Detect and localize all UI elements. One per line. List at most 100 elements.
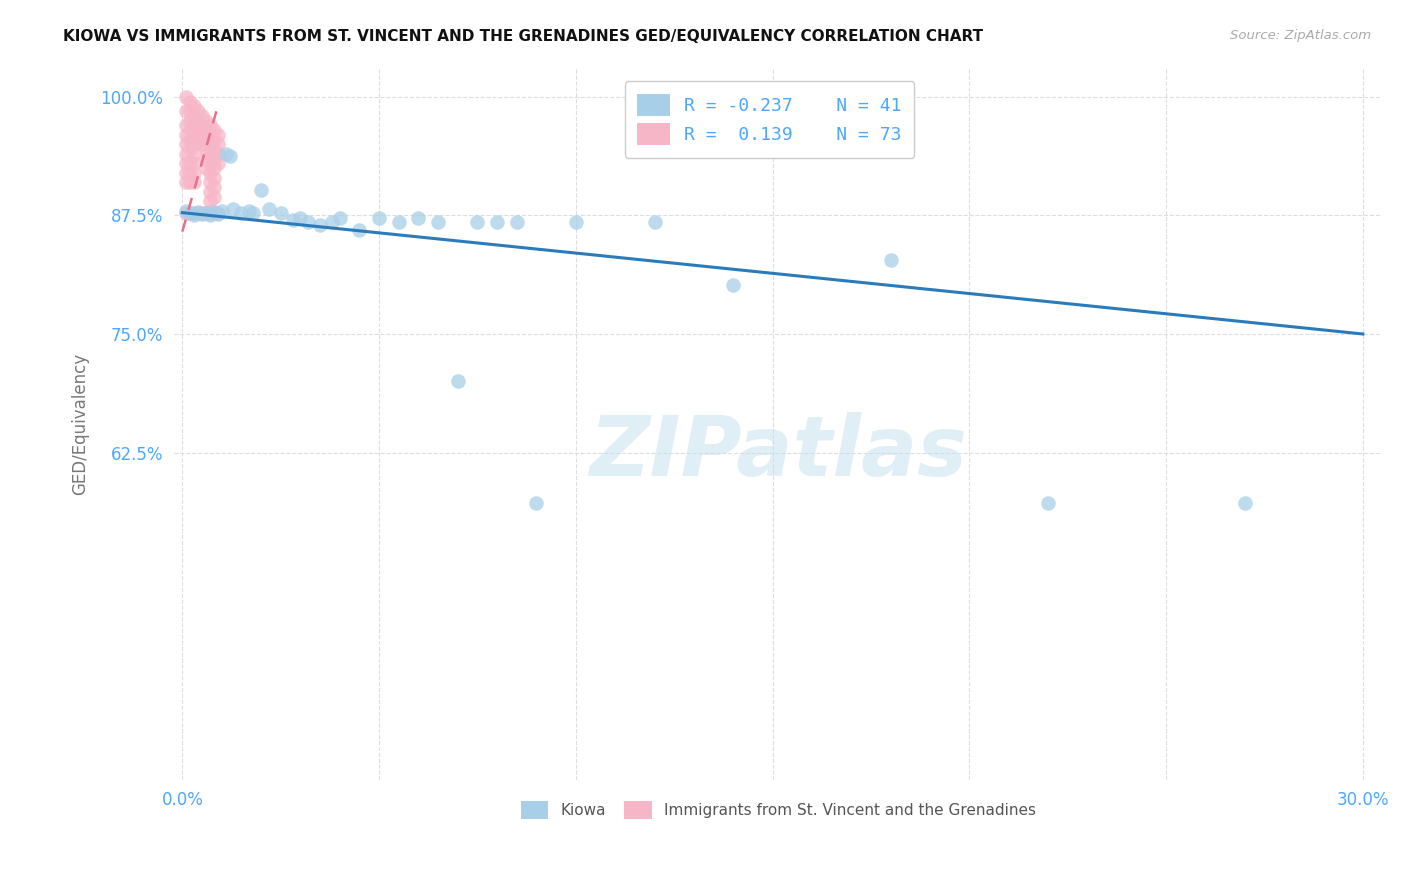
Point — [198, 146, 221, 161]
Point — [565, 215, 588, 229]
Legend: Kiowa, Immigrants from St. Vincent and the Grenadines: Kiowa, Immigrants from St. Vincent and t… — [515, 795, 1042, 825]
Point — [1233, 496, 1256, 510]
Point — [179, 133, 201, 147]
Point — [187, 205, 209, 219]
Point — [349, 223, 371, 237]
Point — [174, 166, 197, 180]
Point — [183, 205, 205, 219]
Point — [183, 99, 205, 113]
Point — [207, 128, 229, 142]
Point — [194, 205, 217, 219]
Point — [187, 204, 209, 219]
Point — [202, 170, 225, 185]
Point — [194, 142, 217, 156]
Point — [194, 152, 217, 166]
Point — [270, 205, 292, 219]
Point — [198, 119, 221, 133]
Point — [183, 128, 205, 142]
Point — [179, 166, 201, 180]
Point — [183, 137, 205, 152]
Point — [198, 166, 221, 180]
Point — [174, 203, 197, 218]
Point — [467, 215, 489, 229]
Point — [368, 211, 391, 226]
Point — [194, 133, 217, 147]
Point — [202, 204, 225, 219]
Point — [309, 218, 332, 232]
Point — [194, 123, 217, 137]
Point — [198, 185, 221, 199]
Point — [174, 146, 197, 161]
Point — [183, 208, 205, 222]
Point — [214, 146, 236, 161]
Point — [187, 133, 209, 147]
Point — [174, 90, 197, 104]
Point — [174, 205, 197, 219]
Point — [174, 104, 197, 119]
Point — [198, 128, 221, 142]
Point — [191, 206, 214, 220]
Point — [202, 152, 225, 166]
Point — [191, 205, 214, 219]
Point — [198, 205, 221, 219]
Point — [187, 123, 209, 137]
Point — [1036, 496, 1059, 510]
Point — [198, 156, 221, 170]
Point — [329, 211, 352, 226]
Point — [281, 213, 304, 227]
Point — [191, 119, 214, 133]
Point — [179, 123, 201, 137]
Point — [202, 123, 225, 137]
Point — [222, 202, 245, 216]
Point — [179, 113, 201, 128]
Point — [447, 375, 470, 389]
Point — [179, 205, 201, 219]
Point — [174, 137, 197, 152]
Point — [250, 183, 273, 197]
Point — [183, 156, 205, 170]
Point — [194, 161, 217, 175]
Point — [179, 104, 201, 119]
Point — [179, 95, 201, 109]
Point — [191, 137, 214, 152]
Point — [174, 175, 197, 189]
Point — [231, 205, 253, 219]
Point — [644, 215, 666, 229]
Point — [238, 203, 260, 218]
Point — [202, 142, 225, 156]
Y-axis label: GED/Equivalency: GED/Equivalency — [72, 353, 89, 495]
Point — [194, 205, 217, 219]
Point — [211, 203, 233, 218]
Point — [179, 175, 201, 189]
Point — [388, 215, 411, 229]
Point — [242, 205, 264, 219]
Point — [207, 205, 229, 219]
Point — [207, 146, 229, 161]
Point — [191, 109, 214, 123]
Point — [257, 202, 280, 216]
Point — [721, 277, 744, 292]
Point — [198, 137, 221, 152]
Point — [297, 215, 319, 229]
Point — [321, 215, 343, 229]
Point — [183, 166, 205, 180]
Point — [207, 137, 229, 152]
Point — [879, 253, 901, 268]
Point — [526, 496, 548, 510]
Point — [198, 194, 221, 209]
Text: ZIPatlas: ZIPatlas — [589, 412, 967, 493]
Point — [198, 203, 221, 218]
Point — [207, 206, 229, 220]
Point — [486, 215, 509, 229]
Point — [174, 119, 197, 133]
Point — [183, 175, 205, 189]
Point — [174, 128, 197, 142]
Point — [427, 215, 450, 229]
Point — [202, 180, 225, 194]
Point — [506, 215, 529, 229]
Point — [202, 133, 225, 147]
Point — [187, 113, 209, 128]
Point — [183, 109, 205, 123]
Point — [198, 205, 221, 219]
Point — [290, 211, 312, 226]
